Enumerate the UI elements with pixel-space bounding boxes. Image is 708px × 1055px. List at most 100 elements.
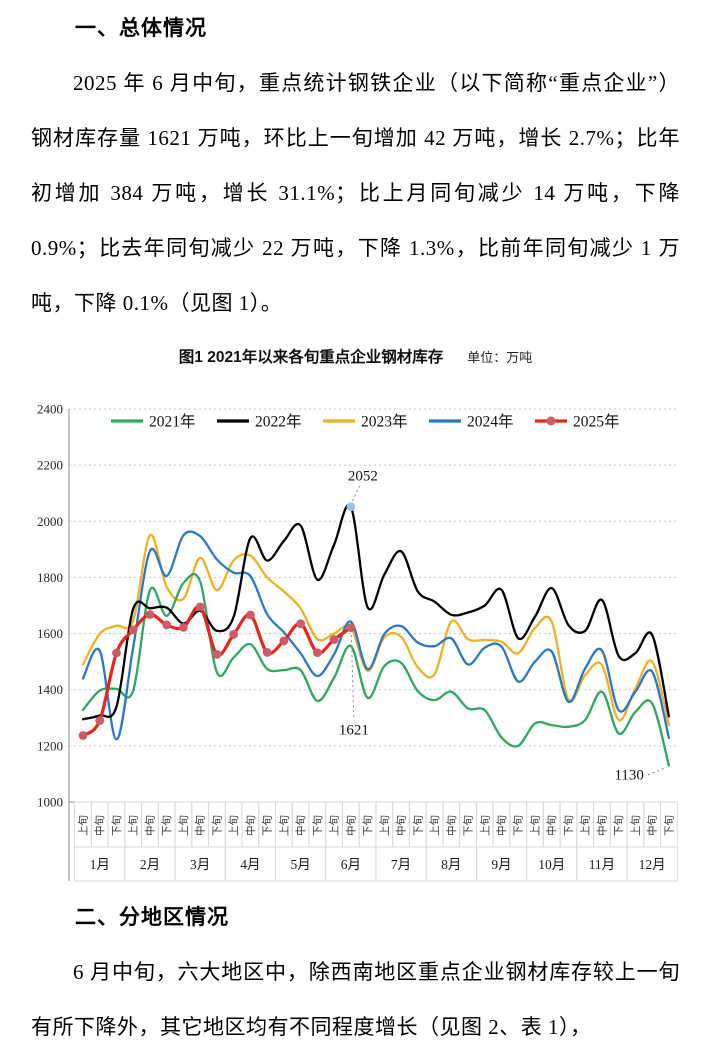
chart-header: 图1 2021年以来各旬重点企业钢材库存 单位：万吨 [31, 345, 680, 367]
x-axis-month-label: 8月 [441, 857, 461, 872]
legend-item-2021年: 2021年 [111, 413, 196, 431]
y-axis-tick: 2000 [37, 514, 63, 529]
x-axis-period-label: 上旬 [579, 815, 592, 836]
x-axis-period-label: 中旬 [595, 815, 608, 836]
x-axis-period-label: 下旬 [361, 815, 374, 836]
x-axis-period-label: 下旬 [411, 815, 424, 836]
x-axis-month-label: 3月 [190, 857, 210, 872]
x-axis-month-label: 5月 [290, 857, 310, 872]
x-axis-period-label: 中旬 [445, 815, 458, 836]
x-axis-period-label: 上旬 [277, 815, 290, 836]
series-marker-2025年 [162, 620, 172, 630]
x-axis-period-label: 上旬 [428, 815, 441, 836]
x-axis-period-label: 下旬 [512, 815, 525, 836]
x-axis-period-label: 中旬 [545, 815, 558, 836]
x-axis-period-label: 下旬 [311, 815, 324, 836]
legend-label: 2022年 [255, 413, 302, 431]
legend-swatch-marker [546, 416, 556, 426]
x-axis-period-label: 下旬 [210, 815, 223, 836]
legend-label: 2024年 [467, 413, 514, 431]
y-axis-tick: 2200 [37, 458, 63, 473]
x-axis-period-label: 上旬 [227, 815, 240, 836]
annotation-marker [346, 502, 356, 511]
x-axis-period-label: 上旬 [629, 815, 642, 836]
series-marker-2025年 [145, 610, 155, 619]
y-axis-tick: 2400 [37, 402, 63, 417]
x-month-cell [626, 846, 678, 882]
legend-item-2024年: 2024年 [429, 413, 514, 431]
x-axis-month-label: 4月 [240, 857, 260, 872]
x-axis-period-label: 中旬 [495, 815, 508, 836]
legend-label: 2021年 [149, 413, 196, 431]
series-marker-2025年 [312, 648, 322, 658]
series-marker-2025年 [212, 649, 222, 659]
x-axis-period-label: 中旬 [646, 815, 659, 836]
chart-unit-label: 单位：万吨 [467, 350, 533, 365]
x-axis-period-label: 中旬 [194, 815, 207, 836]
section2-heading: 二、分地区情况 [75, 906, 229, 929]
chart-title: 图1 2021年以来各旬重点企业钢材库存 [178, 349, 444, 366]
x-axis-period-label: 中旬 [244, 815, 257, 836]
series-marker-2025年 [78, 731, 88, 740]
x-axis-month-label: 12月 [639, 857, 666, 872]
y-axis-tick: 1000 [37, 795, 63, 810]
series-marker-2025年 [246, 610, 255, 620]
annotation-label: 1621 [339, 723, 369, 739]
series-marker-2025年 [229, 630, 239, 639]
x-axis-period-label: 上旬 [77, 815, 90, 836]
annotation-label: 1130 [614, 768, 643, 784]
x-axis-period-label: 下旬 [160, 815, 173, 836]
series-marker-2025年 [346, 623, 356, 633]
x-axis-period-label: 上旬 [177, 815, 190, 836]
x-axis-month-label: 6月 [341, 857, 361, 872]
series-marker-2025年 [128, 625, 138, 635]
series-marker-2025年 [195, 602, 205, 612]
legend-item-2023年: 2023年 [323, 413, 408, 431]
x-axis-period-label: 中旬 [93, 815, 106, 836]
y-axis-tick: 1800 [37, 570, 63, 585]
x-axis-period-label: 中旬 [344, 815, 357, 836]
x-axis-month-label: 2月 [140, 857, 160, 872]
x-axis-month-label: 10月 [538, 857, 565, 872]
x-axis-period-label: 下旬 [261, 815, 274, 836]
x-axis-period-label: 上旬 [478, 815, 491, 836]
x-axis-month-label: 7月 [391, 857, 411, 872]
x-axis-month-label: 9月 [491, 857, 511, 872]
series-marker-2025年 [262, 647, 272, 657]
x-axis-period-label: 下旬 [662, 815, 675, 836]
series-marker-2025年 [95, 716, 105, 725]
x-axis-period-label: 上旬 [528, 815, 541, 836]
figure1-chart: 图1 2021年以来各旬重点企业钢材库存 单位：万吨 1000 1200 1400 1… [31, 345, 680, 883]
x-axis-period-label: 上旬 [328, 815, 341, 836]
series-marker-2025年 [279, 636, 289, 646]
legend-item-2022年: 2022年 [217, 413, 302, 431]
annotation-label: 2052 [348, 469, 378, 485]
series-line-2023年 [81, 534, 671, 727]
x-axis-period-label: 下旬 [110, 815, 123, 836]
legend-label: 2023年 [361, 413, 408, 431]
section1-paragraph: 2025 年 6 月中旬，重点统计钢铁企业（以下简称“重点企业”）钢材库存量 1… [31, 71, 680, 315]
x-axis-period-label: 中旬 [143, 815, 156, 836]
y-axis-tick: 1200 [37, 738, 63, 753]
x-axis-period-label: 下旬 [612, 815, 625, 836]
x-axis-period-label: 上旬 [127, 815, 140, 836]
x-axis-period-label: 中旬 [294, 815, 307, 836]
x-axis-period-label: 上旬 [378, 815, 391, 836]
series-marker-2025年 [179, 622, 188, 632]
x-axis-period-label: 中旬 [395, 815, 408, 836]
section2-paragraph: 6 月中旬，六大地区中，除西南地区重点企业钢材库存较上一旬有所下降外，其它地区均… [31, 960, 680, 1039]
x-axis-month-label: 1月 [90, 857, 110, 872]
legend-label: 2025年 [573, 413, 620, 431]
x-axis-period-label: 下旬 [462, 815, 475, 836]
y-axis-tick: 1600 [37, 626, 63, 641]
y-axis-tick: 1400 [37, 682, 63, 697]
x-axis-period-label: 下旬 [562, 815, 575, 836]
series-marker-2025年 [329, 635, 339, 644]
series-line-2021年 [81, 572, 671, 767]
x-axis-month-label: 11月 [589, 857, 616, 872]
legend-item-2025年: 2025年 [535, 413, 620, 431]
series-line-2022年 [81, 503, 671, 721]
series-marker-2025年 [296, 619, 306, 629]
